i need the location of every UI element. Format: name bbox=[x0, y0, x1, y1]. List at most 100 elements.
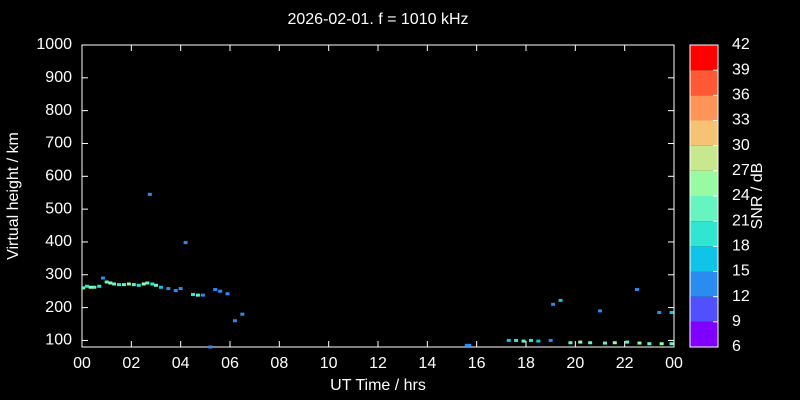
echo-point bbox=[635, 288, 639, 292]
echo-point bbox=[208, 345, 213, 349]
echo-point bbox=[551, 302, 556, 306]
echo-point bbox=[166, 287, 171, 291]
colorbar-band bbox=[690, 120, 718, 146]
x-tick-label: 00 bbox=[665, 355, 683, 372]
y-tick-label: 200 bbox=[45, 299, 72, 316]
colorbar-band bbox=[690, 221, 718, 247]
colorbar-tick-label: 27 bbox=[732, 162, 750, 179]
echo-point bbox=[145, 281, 150, 285]
y-tick-label: 500 bbox=[45, 200, 72, 217]
colorbar-band bbox=[690, 145, 718, 171]
echo-point bbox=[521, 339, 526, 343]
echo-point bbox=[97, 284, 102, 288]
colorbar-band bbox=[690, 170, 718, 196]
x-tick-label: 06 bbox=[221, 355, 239, 372]
echo-point bbox=[150, 282, 155, 286]
colorbar-tick-label: 6 bbox=[732, 338, 741, 355]
echo-point bbox=[112, 282, 117, 286]
echo-point bbox=[100, 276, 105, 280]
y-tick-label: 100 bbox=[45, 332, 72, 349]
echo-point bbox=[158, 285, 163, 289]
colorbar-band bbox=[690, 95, 718, 121]
x-tick-label: 04 bbox=[172, 355, 190, 372]
x-tick-label: 02 bbox=[122, 355, 140, 372]
echo-point bbox=[568, 341, 573, 345]
echo-point bbox=[612, 341, 617, 345]
colorbar-band bbox=[690, 70, 718, 96]
colorbar-tick-label: 12 bbox=[732, 288, 750, 305]
echo-point bbox=[147, 192, 152, 196]
plot-frame bbox=[81, 44, 675, 348]
y-tick-label: 1000 bbox=[36, 36, 72, 53]
echo-point bbox=[588, 341, 593, 345]
colorbar-tick-label: 24 bbox=[732, 187, 750, 204]
echo-point bbox=[108, 281, 113, 285]
echo-point bbox=[637, 341, 642, 345]
echo-point bbox=[528, 338, 533, 342]
echo-point bbox=[92, 285, 97, 289]
colorbar-tick-label: 18 bbox=[732, 238, 750, 255]
y-axis-label: Virtual height / km bbox=[5, 132, 22, 260]
colorbar-band bbox=[690, 246, 718, 272]
echo-point bbox=[117, 283, 121, 287]
y-tick-label: 800 bbox=[45, 102, 72, 119]
colorbar-label: SNR / dB bbox=[749, 163, 766, 230]
echo-point bbox=[225, 292, 230, 296]
x-tick-label: 22 bbox=[616, 355, 634, 372]
echo-point bbox=[625, 340, 630, 344]
echo-point bbox=[126, 282, 131, 286]
echo-point bbox=[647, 342, 652, 346]
echo-point bbox=[669, 311, 674, 315]
echo-point bbox=[669, 342, 674, 346]
echo-point bbox=[506, 338, 511, 342]
colorbar-tick-label: 42 bbox=[732, 36, 750, 53]
echo-point bbox=[464, 343, 469, 347]
echo-point bbox=[602, 341, 607, 345]
echo-point bbox=[173, 289, 178, 293]
x-tick-label: 16 bbox=[468, 355, 486, 372]
echo-point bbox=[240, 312, 245, 316]
x-tick-label: 12 bbox=[369, 355, 387, 372]
x-tick-label: 00 bbox=[73, 355, 91, 372]
colorbar-tick-label: 36 bbox=[732, 87, 750, 104]
colorbar-tick-label: 30 bbox=[732, 137, 750, 154]
colorbar-tick-label: 15 bbox=[732, 263, 750, 280]
echo-point bbox=[213, 288, 218, 292]
echo-point bbox=[121, 283, 126, 287]
y-tick-label: 900 bbox=[45, 69, 72, 86]
echo-point bbox=[578, 340, 583, 344]
x-tick-label: 14 bbox=[418, 355, 436, 372]
colorbar-band bbox=[690, 271, 718, 297]
echo-point bbox=[514, 338, 519, 342]
colorbar-tick-label: 9 bbox=[732, 313, 741, 330]
y-tick-label: 300 bbox=[45, 266, 72, 283]
echo-point bbox=[183, 241, 188, 245]
chart-title: 2026-02-01. f = 1010 kHz bbox=[287, 11, 468, 28]
echo-point bbox=[131, 283, 136, 287]
echo-point bbox=[136, 283, 141, 287]
colorbar-band bbox=[690, 196, 718, 222]
echo-point bbox=[88, 285, 93, 289]
echo-point bbox=[467, 343, 472, 347]
x-axis-label: UT Time / hrs bbox=[330, 377, 426, 394]
echo-point bbox=[195, 293, 200, 297]
colorbar-band bbox=[690, 45, 718, 71]
y-tick-label: 700 bbox=[45, 135, 72, 152]
echo-point bbox=[104, 280, 109, 284]
y-tick-label: 400 bbox=[45, 233, 72, 250]
echo-point bbox=[598, 309, 602, 313]
echo-point bbox=[659, 342, 664, 346]
colorbar-tick-label: 21 bbox=[732, 212, 750, 229]
echo-point bbox=[558, 298, 563, 302]
x-tick-label: 10 bbox=[320, 355, 338, 372]
echo-point bbox=[232, 319, 237, 323]
colorbar-band bbox=[690, 296, 718, 322]
echo-point bbox=[154, 283, 158, 287]
echo-point bbox=[178, 287, 183, 291]
echo-point bbox=[218, 289, 223, 293]
colorbar-band bbox=[690, 321, 718, 347]
x-tick-label: 08 bbox=[270, 355, 288, 372]
echo-point bbox=[657, 311, 662, 315]
colorbar-tick-label: 33 bbox=[732, 112, 750, 129]
